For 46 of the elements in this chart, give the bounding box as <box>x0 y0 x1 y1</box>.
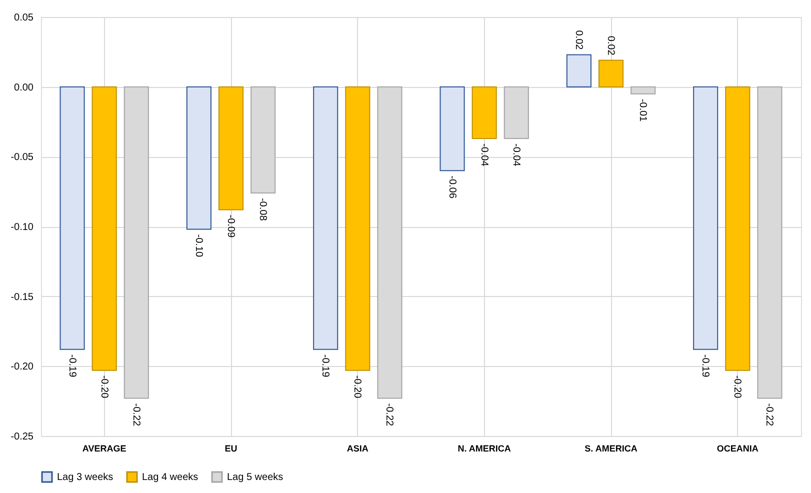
data-label: -0.22 <box>764 403 775 427</box>
legend-label: Lag 5 weeks <box>227 472 284 483</box>
x-tick-label: EU <box>224 444 238 454</box>
data-label: -0.09 <box>225 214 236 238</box>
y-tick-label: -0.10 <box>10 222 34 233</box>
y-tick-label: -0.15 <box>10 292 34 303</box>
data-label: -0.19 <box>700 354 711 378</box>
data-label: 0.02 <box>605 36 616 56</box>
data-label: -0.08 <box>257 198 268 222</box>
x-tick-label: ASIA <box>346 444 369 454</box>
data-label: -0.20 <box>732 375 743 399</box>
data-label: -0.06 <box>446 176 458 199</box>
x-tick-label: AVERAGE <box>82 444 126 454</box>
bar <box>693 86 718 350</box>
y-tick-label: -0.05 <box>10 152 34 164</box>
x-tick-label: N. AMERICA <box>458 444 512 454</box>
bar <box>313 86 338 350</box>
y-tick-label: -0.20 <box>10 362 34 373</box>
bar <box>345 86 370 371</box>
bar <box>598 60 624 88</box>
data-label: -0.04 <box>478 144 490 167</box>
data-label: -0.10 <box>192 234 204 258</box>
bar <box>186 86 212 230</box>
bar <box>218 86 244 210</box>
bar <box>92 86 117 371</box>
bar <box>60 86 85 350</box>
data-label: -0.01 <box>637 98 648 122</box>
y-tick-label: -0.25 <box>10 432 34 442</box>
legend-label: Lag 3 weeks <box>57 472 114 483</box>
bar <box>472 86 497 140</box>
x-tick-label: OCEANIA <box>716 444 759 454</box>
data-label: 0.02 <box>572 30 584 50</box>
data-label: -0.19 <box>320 354 331 378</box>
legend-label: Lag 4 weeks <box>142 472 198 483</box>
data-label: -0.22 <box>130 403 142 427</box>
y-tick-label: 0.00 <box>14 82 34 94</box>
bar <box>725 86 750 371</box>
bar <box>440 86 465 172</box>
y-tick-label: 0.05 <box>14 12 34 24</box>
data-label: -0.22 <box>384 403 395 427</box>
data-label: -0.20 <box>98 375 110 399</box>
data-label: -0.20 <box>352 375 363 399</box>
bar <box>566 54 592 88</box>
data-label: -0.04 <box>510 144 522 167</box>
data-label: -0.19 <box>66 354 78 378</box>
x-tick-label: S. AMERICA <box>584 444 638 454</box>
